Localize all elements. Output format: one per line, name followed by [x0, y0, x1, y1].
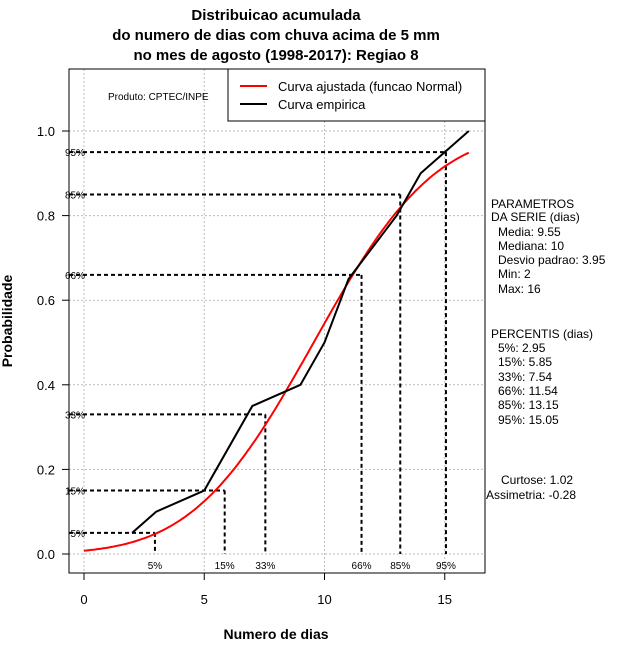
- percentile-guide: [69, 273, 363, 554]
- perc: 15%: 5.85: [498, 355, 552, 369]
- legend-empirical-label: Curva empirica: [278, 97, 366, 112]
- percentile-guide: [69, 413, 267, 554]
- param: Media: 9.55: [498, 225, 561, 239]
- y-tick-label: 0.6: [37, 293, 55, 308]
- param: Min: 2: [498, 267, 531, 281]
- kurtosis: Curtose: 1.02: [501, 473, 573, 487]
- percentile-guide: [69, 489, 226, 554]
- y-tick-label: 0.0: [37, 547, 55, 562]
- perc: 95%: 15.05: [498, 413, 559, 427]
- percentile-x-label: 33%: [255, 561, 275, 572]
- percentile-guide: [69, 151, 447, 554]
- percentile-x-label: 85%: [390, 561, 410, 572]
- percentile-y-label: 15%: [65, 487, 85, 498]
- percentile-x-label: 95%: [436, 561, 456, 572]
- plot-frame: [68, 68, 486, 574]
- percs-title: PERCENTIS (dias): [491, 327, 593, 341]
- title-line-1: Distribuicao acumulada: [191, 7, 361, 24]
- legend-fitted-label: Curva ajustada (funcao Normal): [278, 79, 462, 94]
- x-tick-label: 0: [80, 592, 87, 607]
- percentile-x-label: 66%: [352, 561, 372, 572]
- y-tick-label: 0.2: [37, 462, 55, 477]
- x-tick-label: 10: [317, 592, 331, 607]
- param: Max: 16: [498, 282, 541, 296]
- params-title-1: PARAMETROS: [491, 197, 574, 211]
- x-tick-label: 5: [201, 592, 208, 607]
- empirical-curve: [131, 130, 470, 534]
- params-title-2: DA SERIE (dias): [491, 210, 580, 224]
- x-axis-label: Numero de dias: [223, 626, 328, 642]
- y-axis-label: Probabilidade: [0, 275, 15, 368]
- perc: 5%: 2.95: [498, 341, 546, 355]
- percentile-x-label: 15%: [215, 561, 235, 572]
- percentile-y-label: 5%: [71, 529, 86, 540]
- percentile-guide: [69, 531, 156, 554]
- title-line-2: do numero de dias com chuva acima de 5 m…: [112, 27, 440, 44]
- param: Mediana: 10: [498, 239, 564, 253]
- percentile-y-label: 95%: [65, 148, 85, 159]
- skewness: Assimetria: -0.28: [486, 488, 576, 502]
- perc: 66%: 11.54: [498, 384, 558, 398]
- percentile-y-label: 85%: [65, 190, 85, 201]
- perc: 85%: 13.15: [498, 398, 559, 412]
- percentile-x-label: 5%: [148, 561, 163, 572]
- percentile-guide: [69, 193, 402, 554]
- y-tick-label: 0.4: [37, 378, 55, 393]
- y-tick-label: 1.0: [37, 124, 55, 139]
- title-line-3: no mes de agosto (1998-2017): Regiao 8: [133, 47, 418, 64]
- percentile-y-label: 33%: [65, 410, 85, 421]
- product-note: Produto: CPTEC/INPE: [108, 92, 209, 103]
- legend: Curva ajustada (funcao Normal) Curva emp…: [227, 68, 486, 122]
- y-tick-label: 0.8: [37, 209, 55, 224]
- percentile-y-label: 66%: [65, 271, 85, 282]
- param: Desvio padrao: 3.95: [498, 253, 606, 267]
- side-panel: PARAMETROS DA SERIE (dias) Media: 9.55 M…: [486, 197, 606, 502]
- perc: 33%: 7.54: [498, 370, 552, 384]
- x-tick-label: 15: [438, 592, 452, 607]
